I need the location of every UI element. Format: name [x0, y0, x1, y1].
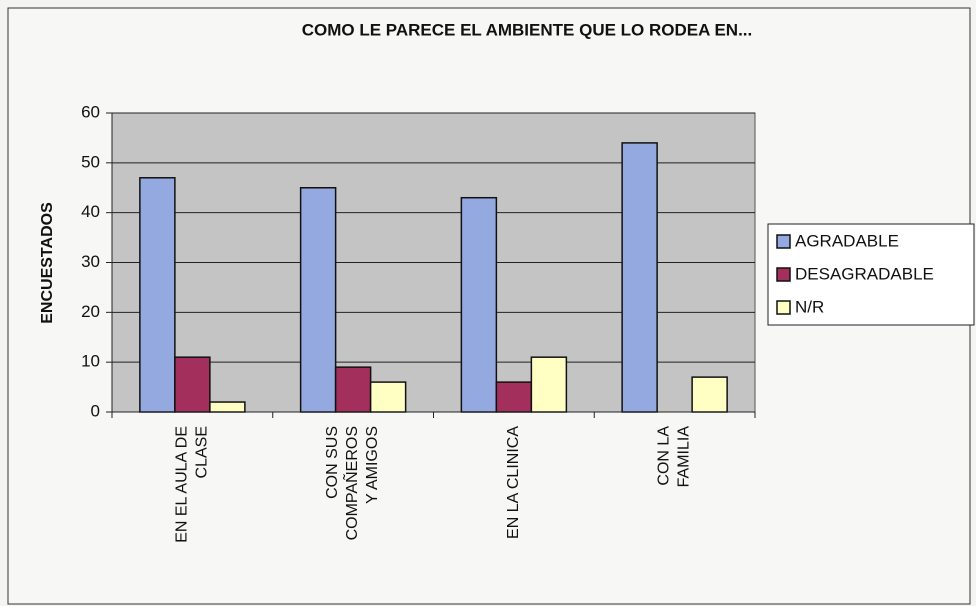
bar — [621, 142, 658, 413]
bar — [139, 177, 176, 413]
legend-label: DESAGRADABLE — [795, 264, 934, 283]
legend-label: N/R — [795, 297, 824, 316]
legend-swatch — [776, 300, 791, 315]
bar — [460, 196, 498, 413]
bar — [174, 356, 211, 413]
y-tick-label: 0 — [91, 401, 100, 420]
bar — [334, 366, 372, 413]
legend-label: AGRADABLE — [795, 231, 899, 250]
chart-title: COMO LE PARECE EL AMBIENTE QUE LO RODEA … — [302, 20, 753, 39]
legend-swatch — [776, 234, 791, 249]
bar — [691, 376, 728, 413]
bar — [495, 381, 533, 413]
y-tick-label: 60 — [81, 102, 100, 121]
y-tick-label: 20 — [81, 302, 100, 321]
y-tick-label: 50 — [81, 152, 100, 171]
y-tick-label: 30 — [81, 252, 100, 271]
y-tick-label: 10 — [81, 352, 100, 371]
bar — [209, 401, 246, 413]
legend-swatch — [776, 267, 791, 282]
x-tick-label: EN LA CLINICA — [505, 426, 522, 539]
legend-box — [767, 223, 975, 326]
x-tick-label: CON LA FAMILIA — [656, 426, 693, 488]
bar — [369, 381, 407, 413]
bar — [299, 187, 337, 413]
bar — [530, 356, 568, 413]
y-axis-label: ENCUESTADOS — [39, 202, 56, 324]
x-tick-label: CON SUS COMPAÑEROS Y AMIGOS — [324, 426, 381, 540]
y-tick-label: 40 — [81, 202, 100, 221]
x-tick-label: EN EL AULA DE CLASE — [174, 426, 211, 543]
